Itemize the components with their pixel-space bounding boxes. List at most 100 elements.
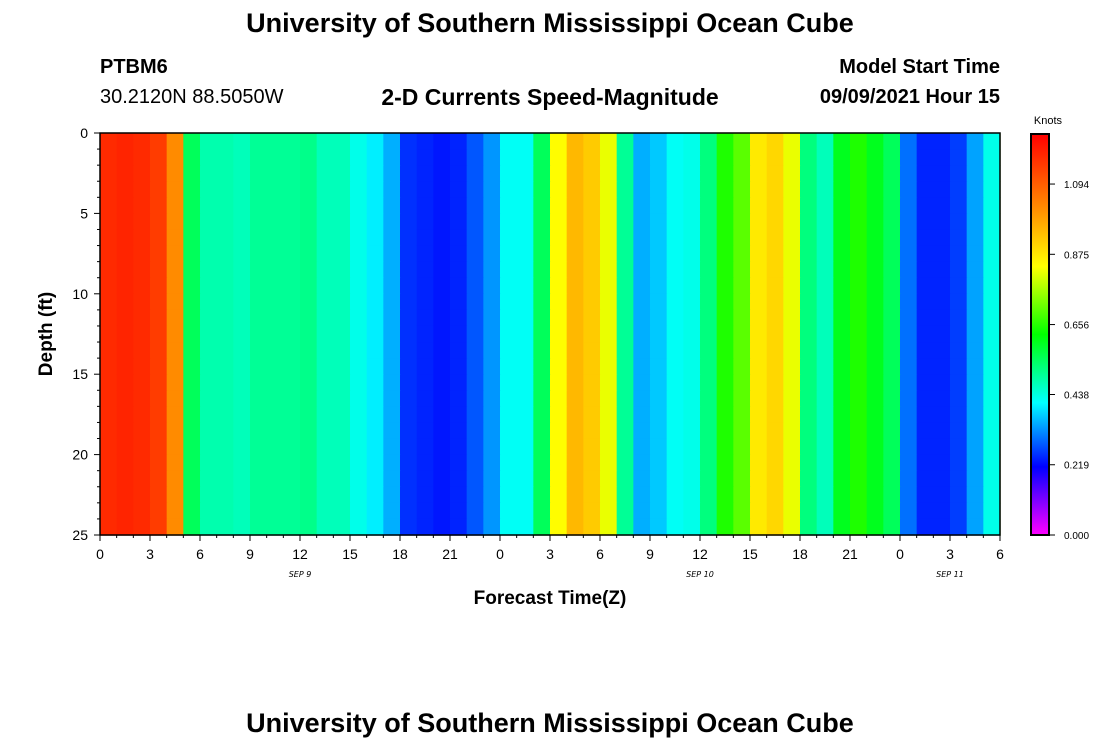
heatmap-cell [616,213,634,231]
heatmap-cell [883,325,901,343]
heatmap-cell [450,197,468,214]
heatmap-cells [100,133,1001,536]
heatmap-cell [416,293,434,311]
heatmap-cell [566,470,584,488]
heatmap-cell [483,277,501,295]
heatmap-cell [166,470,184,488]
heatmap-cell [850,342,868,359]
heatmap-cell [383,406,401,424]
heatmap-cell [416,422,434,440]
heatmap-cell [850,245,868,263]
heatmap-cell [316,422,334,440]
heatmap-cell [933,486,951,504]
heatmap-cell [350,133,368,150]
heatmap-cell [783,390,801,407]
heatmap-cell [383,213,401,231]
heatmap-cell [266,165,284,182]
heatmap-cell [583,133,601,150]
heatmap-cell [950,261,968,279]
heatmap-cell [483,229,501,247]
heatmap-cell [800,454,818,472]
heatmap-cell [833,277,851,295]
heatmap-cell [383,261,401,279]
colorbar-tick-label: 0.875 [1064,250,1089,261]
y-tick-label: 10 [72,286,88,302]
heatmap-cell [966,197,984,214]
heatmap-cell [966,293,984,311]
heatmap-cell [216,245,234,263]
heatmap-cell [133,486,151,504]
heatmap-cell [633,502,651,520]
heatmap-cell [150,470,168,488]
heatmap-cell [416,181,434,198]
heatmap-cell [933,213,951,231]
heatmap-cell [233,197,251,214]
heatmap-cell [183,229,201,247]
heatmap-cell [150,342,168,359]
heatmap-cell [300,309,318,327]
heatmap-cell [700,133,718,150]
heatmap-cell [250,213,268,231]
heatmap-cell [966,486,984,504]
heatmap-cell [166,165,184,182]
heatmap-cell [383,149,401,166]
heatmap-cell [983,325,1001,343]
heatmap-cell [916,358,934,375]
heatmap-cell [533,309,551,327]
heatmap-cell [800,165,818,182]
heatmap-cell [233,229,251,247]
heatmap-cell [666,213,684,231]
heatmap-cell [950,406,968,424]
heatmap-cell [800,358,818,375]
heatmap-cell [350,390,368,407]
heatmap-cell [416,486,434,504]
heatmap-cell [483,470,501,488]
heatmap-cell [216,390,234,407]
heatmap-cell [250,406,268,424]
heatmap-cell [333,390,351,407]
heatmap-cell [766,390,784,407]
heatmap-cell [733,358,751,375]
heatmap-cell [133,325,151,343]
heatmap-cell [250,374,268,391]
heatmap-cell [133,149,151,166]
heatmap-cell [516,277,534,295]
heatmap-cell [300,293,318,311]
heatmap-cell [900,181,918,198]
heatmap-cell [366,470,384,488]
heatmap-cell [416,325,434,343]
heatmap-cell [833,438,851,456]
heatmap-cell [666,422,684,440]
heatmap-cell [316,325,334,343]
heatmap-cell [650,486,668,504]
heatmap-cell [916,261,934,279]
heatmap-cell [916,229,934,247]
heatmap-cell [300,502,318,520]
heatmap-cell [400,342,418,359]
heatmap-cell [716,454,734,472]
heatmap-cell [833,293,851,311]
heatmap-cell [333,502,351,520]
heatmap-cell [466,149,484,166]
heatmap-cell [783,518,801,536]
heatmap-cell [916,502,934,520]
heatmap-cell [433,213,451,231]
heatmap-cell [816,470,834,488]
heatmap-cell [266,406,284,424]
heatmap-cell [683,325,701,343]
heatmap-cell [400,518,418,536]
colorbar-units: Knots [1034,115,1063,127]
heatmap-cell [583,358,601,375]
heatmap-cell [266,502,284,520]
heatmap-cell [233,518,251,536]
heatmap-cell [400,470,418,488]
heatmap-cell [383,293,401,311]
heatmap-cell [350,422,368,440]
heatmap-cell [400,261,418,279]
heatmap-cell [933,245,951,263]
heatmap-cell [633,245,651,263]
heatmap-cell [716,486,734,504]
heatmap-cell [716,277,734,295]
heatmap-cell [850,470,868,488]
heatmap-cell [183,390,201,407]
